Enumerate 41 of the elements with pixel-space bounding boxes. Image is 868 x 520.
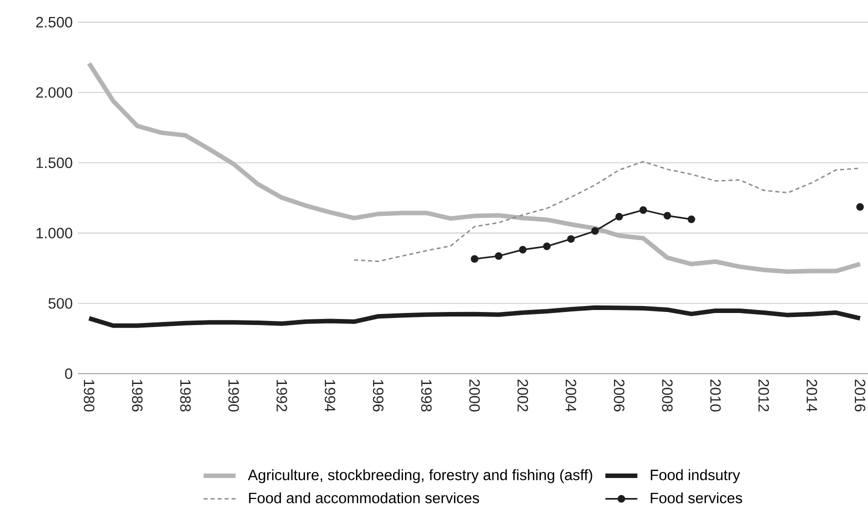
x-tick-label: 1988 xyxy=(180,380,191,412)
x-tick-label: 2002 xyxy=(517,380,528,412)
x-tick-label: 1994 xyxy=(324,380,336,412)
y-tick-label: 0 xyxy=(65,368,72,379)
legend-label: Food services xyxy=(650,492,742,504)
y-tick-label: 500 xyxy=(48,298,72,309)
x-tick-label: 2012 xyxy=(758,380,769,412)
x-tick-label: 1990 xyxy=(228,380,239,412)
y-tick-label: 2.000 xyxy=(36,87,72,98)
point xyxy=(664,212,672,220)
point xyxy=(856,203,864,211)
point xyxy=(688,216,696,224)
x-tick-label: 1986 xyxy=(132,380,143,412)
x-tick-label: 2016 xyxy=(854,380,866,412)
y-tick-label: 2.500 xyxy=(36,16,72,28)
y-tick-label: 1.000 xyxy=(36,228,72,238)
y-tick-label: 1.500 xyxy=(36,157,72,168)
legend-label: Agriculture, stockbreeding, forestry and fishing (asff) xyxy=(248,469,592,484)
point xyxy=(470,255,478,263)
point xyxy=(567,235,575,243)
x-tick-label: 2000 xyxy=(469,380,480,412)
x-tick-label: 2010 xyxy=(710,380,721,412)
line-series xyxy=(86,61,862,274)
point xyxy=(639,206,648,214)
point xyxy=(591,227,599,235)
point xyxy=(615,212,623,220)
legend-label: Food and accommodation services xyxy=(249,492,480,504)
line-series xyxy=(353,160,861,262)
legend-label: Food indsutry xyxy=(650,469,740,484)
x-tick-label: 2006 xyxy=(614,380,624,412)
x-tick-label: 1992 xyxy=(276,380,288,412)
x-tick-label: 2014 xyxy=(806,380,818,412)
x-tick-label: 1998 xyxy=(421,380,432,412)
point xyxy=(494,252,502,260)
x-tick-label: 2004 xyxy=(566,380,576,412)
point xyxy=(518,246,527,254)
x-tick-label: 2008 xyxy=(662,380,673,412)
line-series xyxy=(86,305,862,328)
x-tick-label: 1980 xyxy=(84,380,94,412)
x-tick-label: 1996 xyxy=(372,380,384,412)
point xyxy=(543,242,551,250)
